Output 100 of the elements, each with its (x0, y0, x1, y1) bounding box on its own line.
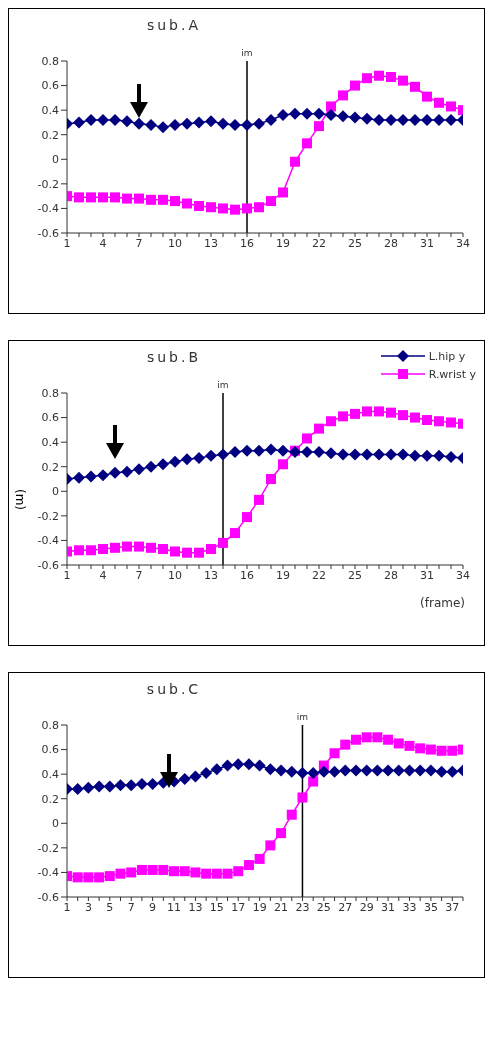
y-tick-label: 0.4 (41, 436, 59, 450)
point (82, 781, 95, 794)
point (73, 116, 85, 129)
x-axis-title: (frame) (420, 596, 465, 610)
point (157, 458, 169, 471)
point (337, 448, 349, 461)
point (372, 732, 383, 743)
y-tick-label: -0.2 (37, 841, 59, 855)
point (134, 193, 144, 204)
point (182, 547, 192, 558)
x-tick-label: 9 (149, 900, 157, 914)
point (147, 864, 158, 875)
point (190, 867, 201, 878)
point (254, 494, 264, 505)
point (115, 868, 126, 879)
point (121, 115, 133, 128)
point (301, 107, 313, 120)
point (205, 449, 217, 462)
point (94, 872, 105, 883)
point (253, 759, 266, 772)
point (114, 779, 127, 792)
chart-title: sub.A (145, 17, 203, 33)
point (193, 452, 205, 465)
point (409, 113, 421, 126)
point (211, 868, 222, 879)
point (410, 412, 420, 423)
y-tick-label: 0.2 (41, 128, 59, 142)
y-tick-label: 0.4 (41, 104, 59, 118)
x-tick-label: 10 (168, 236, 182, 250)
point (200, 766, 213, 779)
point (169, 455, 181, 468)
y-tick-label: 0.6 (41, 411, 59, 425)
x-tick-label: 17 (231, 900, 246, 914)
point (133, 463, 145, 476)
x-tick-label: 34 (456, 568, 470, 582)
point (242, 203, 252, 214)
x-tick-label: 1 (63, 236, 71, 250)
point (397, 113, 409, 126)
point (276, 828, 287, 839)
point (362, 406, 372, 417)
point (179, 866, 190, 877)
x-tick-label: 15 (209, 900, 224, 914)
point (425, 744, 436, 755)
point (170, 196, 180, 207)
point (392, 764, 405, 777)
point (307, 766, 320, 779)
point (350, 734, 361, 745)
point (109, 466, 121, 479)
chart-title: sub.C (145, 681, 203, 697)
y-tick-label: -0.4 (37, 202, 59, 216)
x-tick-label: 13 (204, 236, 218, 250)
point (436, 745, 447, 756)
point (222, 868, 233, 879)
point (289, 107, 301, 120)
point (313, 445, 325, 458)
y-tick-label: 0.6 (41, 79, 59, 93)
point (415, 743, 426, 754)
point (98, 192, 108, 203)
point (181, 453, 193, 466)
point (446, 417, 456, 428)
point (424, 764, 437, 777)
point (178, 773, 191, 786)
point (97, 113, 109, 126)
point (98, 544, 108, 555)
point (350, 80, 360, 91)
point (241, 444, 253, 457)
point (265, 113, 277, 126)
x-tick-label: 27 (338, 900, 353, 914)
x-tick-label: 7 (135, 236, 143, 250)
x-tick-label: 21 (274, 900, 289, 914)
point (435, 765, 448, 778)
point (285, 765, 298, 778)
point (297, 792, 308, 803)
point (338, 90, 348, 101)
point (308, 776, 319, 787)
point (302, 138, 312, 149)
point (254, 853, 265, 864)
point (393, 738, 404, 749)
point (374, 70, 384, 81)
y-tick-label: 0.8 (41, 54, 59, 68)
point (296, 766, 309, 779)
point (242, 758, 255, 771)
point (421, 113, 433, 126)
point (169, 118, 181, 131)
point (445, 450, 457, 463)
point (86, 192, 96, 203)
x-tick-label: 4 (99, 236, 107, 250)
y-tick-label: 0 (52, 153, 59, 167)
x-tick-label: 1 (63, 900, 71, 914)
point (229, 118, 241, 131)
point (194, 547, 204, 558)
point (433, 449, 445, 462)
point (221, 759, 234, 772)
x-tick-label: 3 (84, 900, 92, 914)
point (275, 764, 288, 777)
ref-line-label: im (296, 712, 309, 722)
point (145, 118, 157, 131)
point (264, 763, 277, 776)
point (374, 406, 384, 417)
point (126, 867, 137, 878)
